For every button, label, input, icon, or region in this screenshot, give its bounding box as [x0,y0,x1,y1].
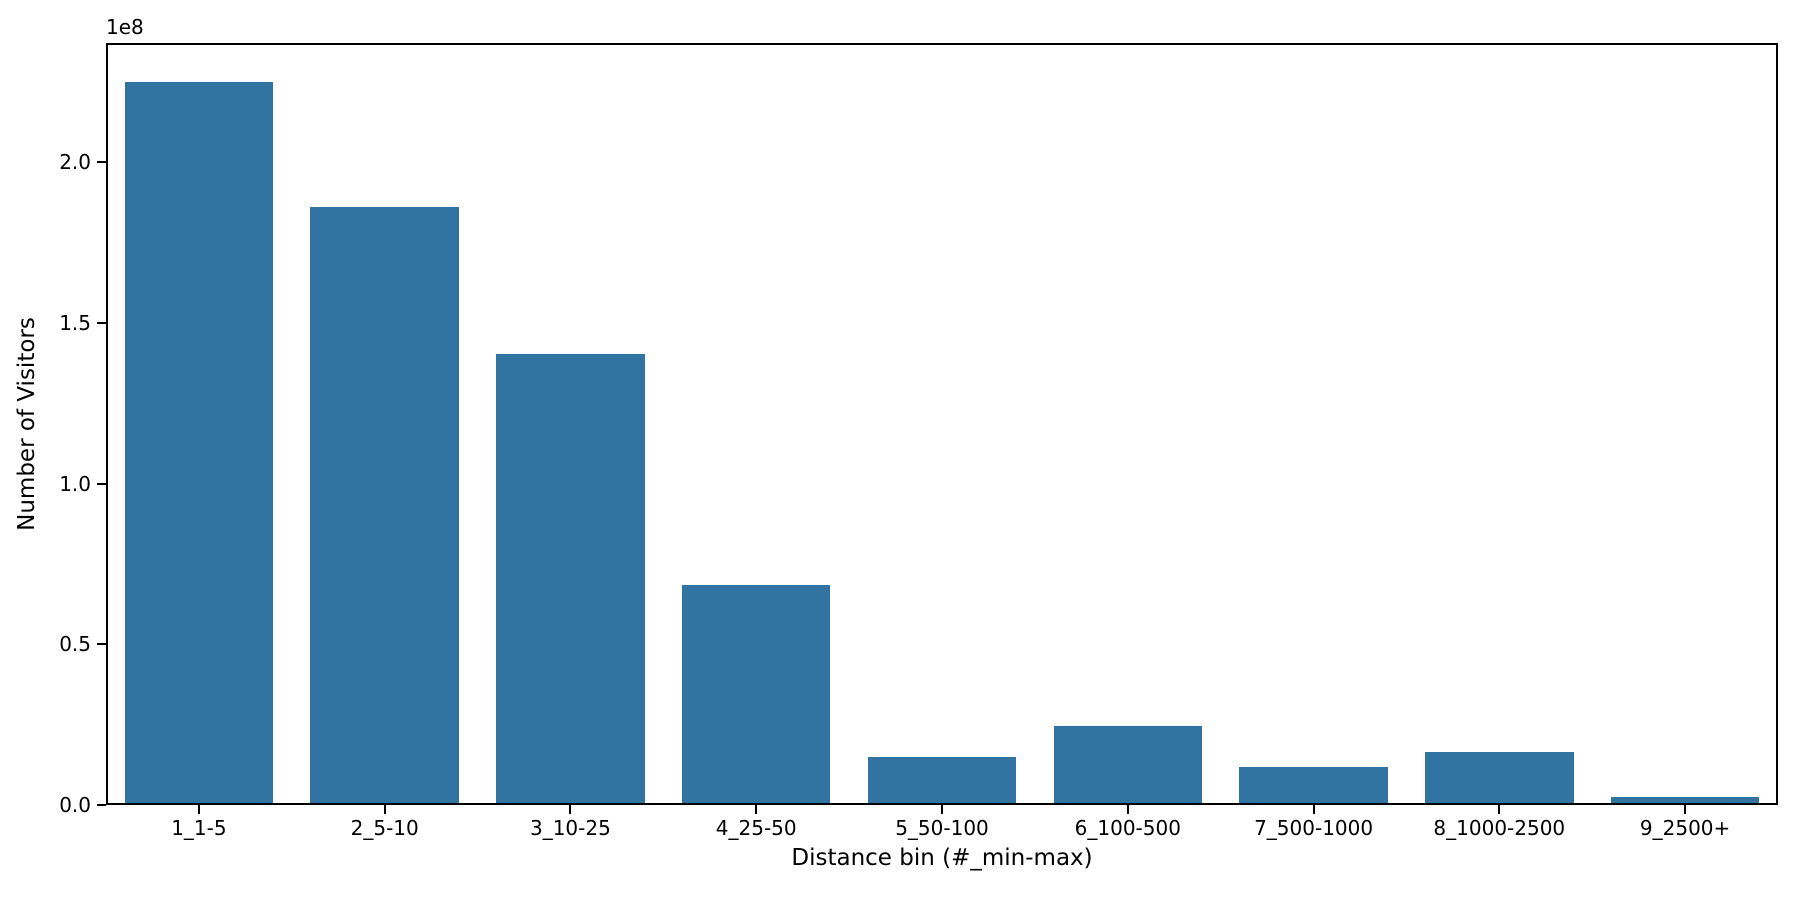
y-tick-label: 0.0 [59,793,91,817]
x-tick-mark [1126,805,1129,814]
y-tick-label: 1.0 [59,471,91,496]
x-tick-mark [1684,805,1687,814]
y-tick-label: 2.0 [59,150,91,174]
x-tick-mark [941,805,943,814]
x-tick-label: 7_500-1000 [1254,816,1374,840]
bar-6_100-500 [1053,726,1203,803]
x-axis-label: Distance bin (#_min-max) [791,845,1093,871]
bar-3_10-25 [496,354,645,803]
x-tick-label: 3_10-25 [529,816,611,840]
y-tick-label: 1.5 [59,310,91,335]
x-tick-mark [1312,805,1315,814]
bar-5_50-100 [867,757,1017,803]
bar-8_1000-2500 [1425,752,1574,803]
x-tick-mark [569,805,572,814]
x-tick-mark [383,805,386,814]
x-tick-mark [1498,805,1501,814]
bar-9_2500+ [1610,797,1760,803]
x-tick-label: 2_5-10 [350,816,419,840]
y-tick-mark [97,482,106,485]
bar-2_5-10 [310,206,459,803]
x-tick-label: 4_25-50 [715,816,797,840]
y-tick-mark [97,321,106,324]
y-tick-mark [97,804,106,806]
x-tick-label: 8_1000-2500 [1433,816,1566,840]
y-axis-offset-text: 1e8 [106,15,144,39]
bar-7_500-1000 [1239,767,1388,803]
x-tick-label: 5_50-100 [895,816,989,840]
x-tick-label: 6_100-500 [1074,816,1181,840]
y-tick-mark [97,161,106,163]
bar-4_25-50 [681,584,831,803]
x-tick-label: 1_1-5 [171,816,227,840]
x-tick-label: 9_2500+ [1639,816,1731,840]
y-tick-label: 0.5 [59,632,91,657]
bar-1_1-5 [124,81,274,803]
y-axis-label: Number of Visitors [14,317,40,531]
x-tick-mark [755,805,758,814]
y-tick-mark [97,643,106,646]
plot-area [106,43,1778,805]
x-tick-mark [197,805,200,814]
